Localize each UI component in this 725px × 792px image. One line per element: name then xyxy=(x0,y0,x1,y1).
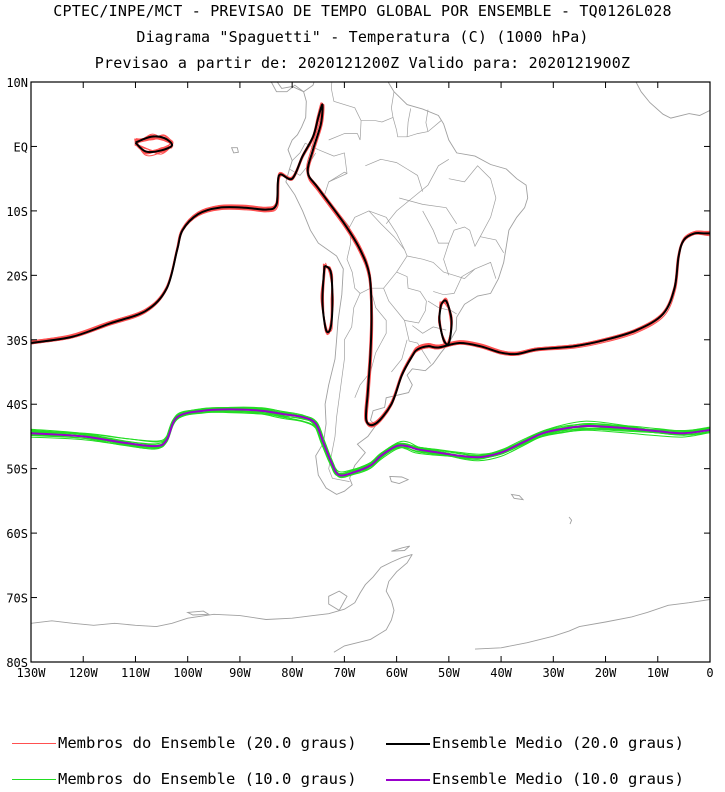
x-tick-label: 50W xyxy=(438,666,460,680)
x-tick-label: 110W xyxy=(121,666,151,680)
country-border xyxy=(425,109,429,132)
x-tick-label: 70W xyxy=(334,666,356,680)
coastline-galapagos xyxy=(230,147,239,154)
legend-item-member20: Membros do Ensemble (20.0 graus) xyxy=(12,734,357,752)
legend-swatch-mean20 xyxy=(386,742,430,745)
country-border xyxy=(383,271,427,324)
country-border xyxy=(365,158,424,192)
coastline-caribbean-side xyxy=(276,82,304,93)
coastline-south-shetland xyxy=(391,545,410,552)
coastline-hispaniola xyxy=(321,18,353,28)
legend-item-mean20: Ensemble Medio (20.0 graus) xyxy=(386,734,684,752)
title-line-3: Previsao a partir de: 2020121200Z Valido… xyxy=(94,54,631,72)
mean-20-line xyxy=(438,299,453,346)
y-tick-label: 30S xyxy=(6,334,28,348)
country-border xyxy=(443,165,497,276)
coastline-alexander-island xyxy=(328,590,348,612)
coastline-antarctica-west xyxy=(31,553,413,628)
mean-20-line xyxy=(134,135,173,154)
member-20-line xyxy=(31,105,710,427)
legend-item-member10: Membros do Ensemble (10.0 graus) xyxy=(12,770,357,788)
country-border xyxy=(328,293,361,482)
country-border xyxy=(480,236,504,253)
country-border xyxy=(328,171,348,183)
axes-layer: 130W 120W 110W 100W 90W 80W 70W 60W 50W 40W 30W 20W… xyxy=(6,76,713,680)
x-tick-label: 40W xyxy=(490,666,512,680)
x-tick-label: 30W xyxy=(542,666,564,680)
country-border xyxy=(318,149,350,228)
country-border xyxy=(399,197,457,224)
mean-10-line xyxy=(31,408,710,477)
country-border xyxy=(354,288,387,398)
coastline-central-america xyxy=(270,82,304,93)
x-tick-label: 120W xyxy=(69,666,99,680)
x-tick-label: 60W xyxy=(386,666,408,680)
legend-swatch-member20 xyxy=(12,743,56,744)
x-tick-label: 10W xyxy=(647,666,669,680)
legend-swatch-member10 xyxy=(12,779,56,780)
country-border xyxy=(391,339,408,373)
coastline-cuba xyxy=(267,0,322,18)
coastline-thurston-island xyxy=(186,610,211,616)
country-border xyxy=(385,159,449,225)
title-line-2: Diagrama "Spaguetti" - Temperatura (C) (… xyxy=(136,28,589,46)
country-border xyxy=(361,117,394,123)
y-tick-label: 70S xyxy=(6,592,28,606)
y-tick-label: EQ xyxy=(14,140,28,154)
legend-label-member20: Membros do Ensemble (20.0 graus) xyxy=(58,734,357,752)
legend-item-mean10: Ensemble Medio (10.0 graus) xyxy=(386,770,684,788)
mean-20-line xyxy=(321,264,334,334)
y-tick-label: 80S xyxy=(6,656,28,670)
country-border xyxy=(433,261,497,296)
coastline-south-america xyxy=(285,82,529,495)
legend-swatch-mean10 xyxy=(386,778,430,781)
country-border xyxy=(404,320,431,364)
x-tick-label: 80W xyxy=(281,666,303,680)
ensemble-mean-layer xyxy=(31,103,710,477)
x-tick-label: 0 xyxy=(706,666,713,680)
country-border xyxy=(427,300,457,315)
legend-label-member10: Membros do Ensemble (10.0 graus) xyxy=(58,770,357,788)
country-border xyxy=(368,210,405,250)
coastline-layer xyxy=(31,0,710,653)
y-tick-label: 50S xyxy=(6,463,28,477)
country-border xyxy=(422,210,449,244)
title-line-1: CPTEC/INPE/MCT - PREVISAO DE TEMPO GLOBA… xyxy=(53,2,672,20)
mean-20-line xyxy=(31,103,710,427)
country-border xyxy=(391,91,442,138)
coastline-africa xyxy=(635,82,710,119)
coastline-weddell-west xyxy=(333,554,413,653)
x-tick-label: 90W xyxy=(229,666,251,680)
country-border xyxy=(328,82,362,141)
country-border xyxy=(406,108,412,137)
y-tick-label: 60S xyxy=(6,527,28,541)
member-20-line xyxy=(31,104,710,425)
country-border xyxy=(407,255,476,279)
member-10-line xyxy=(31,411,710,473)
coastline-falklands xyxy=(389,475,410,484)
x-tick-label: 100W xyxy=(173,666,203,680)
x-tick-label: 130W xyxy=(17,666,47,680)
country-border xyxy=(346,210,408,294)
legend-label-mean10: Ensemble Medio (10.0 graus) xyxy=(432,770,684,788)
x-tick-label: 20W xyxy=(595,666,617,680)
legend-label-mean20: Ensemble Medio (20.0 graus) xyxy=(432,734,684,752)
y-tick-label: 40S xyxy=(6,398,28,412)
plot-frame xyxy=(30,81,711,663)
y-tick-label: 20S xyxy=(6,269,28,283)
coastline-south-sandwich xyxy=(568,516,573,525)
coastline-weddell-east xyxy=(474,599,710,650)
y-tick-label: 10S xyxy=(6,205,28,219)
coastline-south-georgia xyxy=(510,493,525,501)
member-20-line xyxy=(31,104,710,427)
y-tick-label: 10N xyxy=(6,76,28,90)
